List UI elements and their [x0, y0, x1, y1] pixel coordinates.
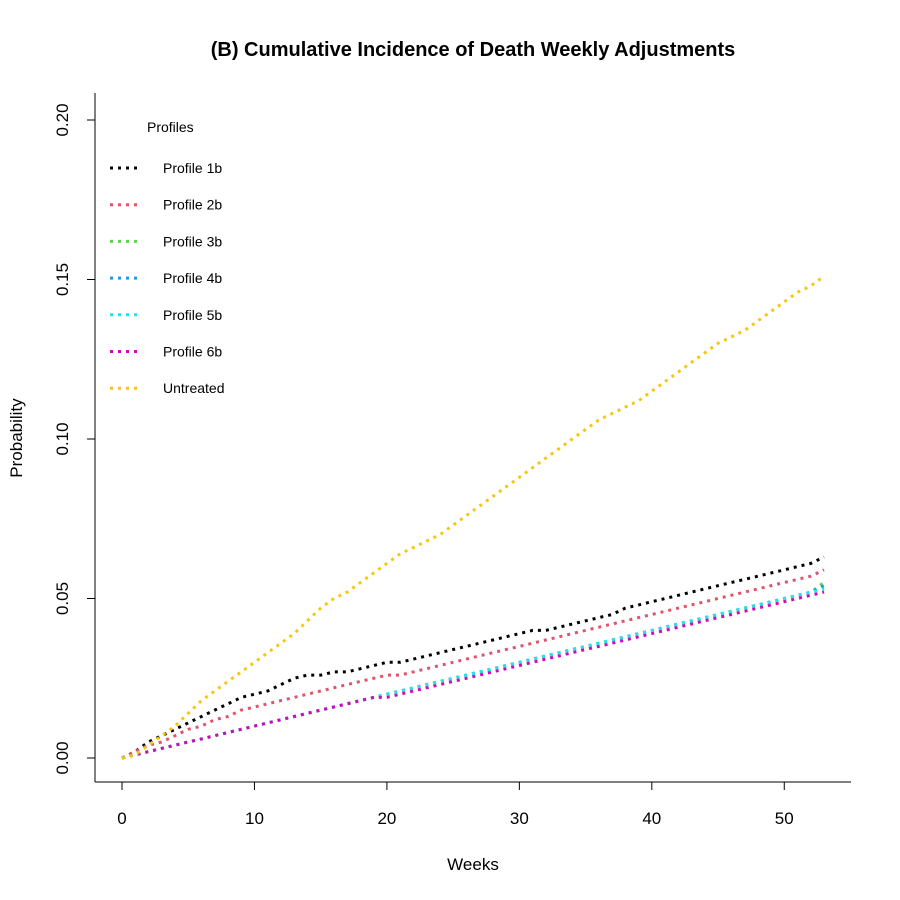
y-tick-label: 0.15	[53, 263, 72, 296]
legend-label: Profile 4b	[163, 270, 222, 286]
legend-label: Profile 5b	[163, 307, 222, 323]
series-line-6	[121, 590, 825, 760]
legend-label: Profile 1b	[163, 160, 222, 176]
x-axis-title: Weeks	[447, 855, 499, 874]
legend-item: Profile 2b	[110, 197, 222, 213]
legend: Profiles Profile 1b Profile 2b Profile 3b P…	[110, 119, 224, 396]
y-axis-title: Probability	[7, 398, 26, 478]
legend-item: Untreated	[110, 380, 224, 396]
chart-title: (B) Cumulative Incidence of Death Weekly…	[211, 39, 736, 61]
x-tick-label: 0	[117, 809, 126, 828]
series-layer	[121, 275, 825, 760]
legend-item: Profile 3b	[110, 233, 222, 249]
y-tick-label: 0.05	[53, 582, 72, 615]
series-line-2	[121, 568, 825, 760]
series-line-7	[121, 275, 825, 760]
legend-label: Profile 6b	[163, 344, 222, 360]
y-tick-label: 0.20	[53, 103, 72, 136]
legend-item: Profile 4b	[110, 270, 222, 286]
x-tick-label: 10	[245, 809, 264, 828]
legend-label: Untreated	[163, 380, 224, 396]
legend-item: Profile 5b	[110, 307, 222, 323]
legend-label: Profile 2b	[163, 197, 222, 213]
x-tick-label: 50	[775, 809, 794, 828]
legend-item: Profile 1b	[110, 160, 222, 176]
y-tick-label: 0.10	[53, 422, 72, 455]
series-line-3	[121, 581, 825, 760]
axes: 0 10 20 30 40 50 0.00 0.05 0.10 0.15 0.20	[53, 93, 851, 828]
x-tick-label: 30	[510, 809, 529, 828]
legend-label: Profile 3b	[163, 233, 222, 249]
x-tick-label: 20	[377, 809, 396, 828]
legend-item: Profile 6b	[110, 344, 222, 360]
series-line-1	[121, 555, 825, 760]
legend-title: Profiles	[147, 119, 194, 135]
y-tick-label: 0.00	[53, 741, 72, 774]
x-tick-label: 40	[642, 809, 661, 828]
series-line-5	[121, 587, 825, 760]
series-line-4	[121, 584, 825, 760]
